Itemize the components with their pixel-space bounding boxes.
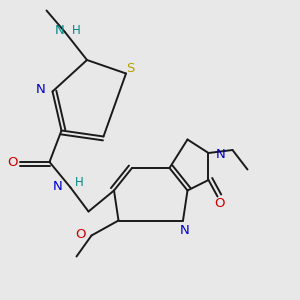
Text: O: O <box>7 155 17 169</box>
Text: H: H <box>75 176 84 189</box>
Text: N: N <box>55 23 65 37</box>
Text: N: N <box>53 180 63 193</box>
Text: N: N <box>216 148 225 161</box>
Text: O: O <box>215 196 225 210</box>
Text: S: S <box>126 62 135 76</box>
Text: O: O <box>75 227 86 241</box>
Text: N: N <box>180 224 189 237</box>
Text: N: N <box>36 82 46 96</box>
Text: H: H <box>71 23 80 37</box>
